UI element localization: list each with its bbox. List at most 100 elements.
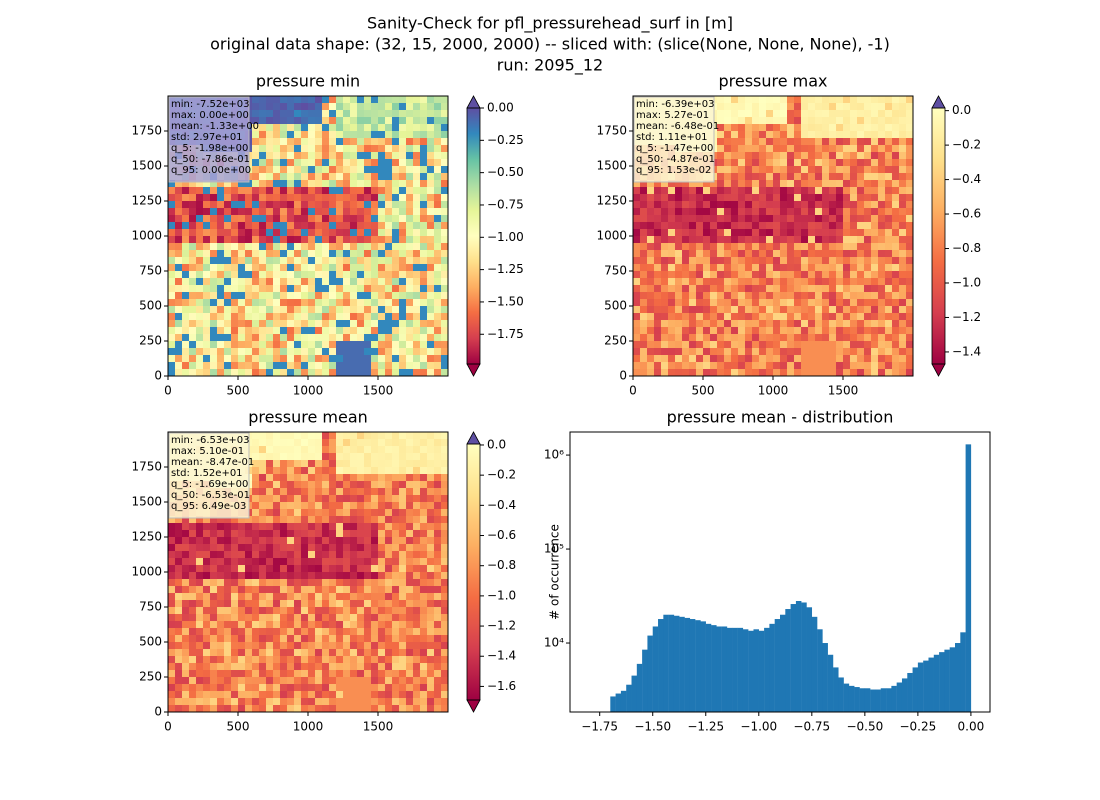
heatmap-cell	[836, 306, 844, 314]
heatmap-cell	[808, 215, 816, 223]
heatmap-cell	[301, 215, 309, 223]
heatmap-cell	[850, 124, 858, 132]
heatmap-cell	[357, 677, 365, 685]
heatmap-cell	[808, 334, 816, 342]
heatmap-cell	[829, 369, 837, 377]
heatmap-cell	[399, 677, 407, 685]
heatmap-cell	[238, 271, 246, 279]
heatmap-cell	[864, 229, 872, 237]
heatmap-cell	[231, 705, 239, 713]
heatmap-cell	[780, 229, 788, 237]
heatmap-cell	[294, 572, 302, 580]
heatmap-cell	[273, 663, 281, 671]
heatmap-cell	[301, 565, 309, 573]
heatmap-cell	[427, 460, 435, 468]
heatmap-cell	[322, 614, 330, 622]
heatmap-cell	[385, 474, 393, 482]
heatmap-cell	[231, 348, 239, 356]
heatmap-cell	[766, 348, 774, 356]
heatmap-cell	[427, 691, 435, 699]
heatmap-cell	[182, 607, 190, 615]
heatmap-cell	[357, 117, 365, 125]
heatmap-cell	[682, 222, 690, 230]
heatmap-cell	[315, 523, 323, 531]
heatmap-cell	[196, 691, 204, 699]
heatmap-cell	[315, 432, 323, 440]
heatmap-cell	[287, 684, 295, 692]
heatmap-cell	[238, 285, 246, 293]
heatmap-cell	[273, 313, 281, 321]
heatmap-cell	[315, 257, 323, 265]
heatmap-cell	[385, 439, 393, 447]
heatmap-cell	[259, 173, 267, 181]
heatmap-cell	[878, 285, 886, 293]
colorbar-tick-label: −0.6	[952, 207, 981, 221]
heatmap-cell	[322, 649, 330, 657]
heatmap-cell	[434, 691, 442, 699]
heatmap-cell	[182, 250, 190, 258]
heatmap-cell	[801, 117, 809, 125]
heatmap-cell	[441, 313, 449, 321]
heatmap-cell	[224, 628, 232, 636]
heatmap-cell	[378, 558, 386, 566]
heatmap-cell	[224, 642, 232, 650]
heatmap-cell	[329, 488, 337, 496]
heatmap-cell	[668, 348, 676, 356]
heatmap-cell	[836, 124, 844, 132]
heatmap-cell	[780, 264, 788, 272]
heatmap-cell	[745, 257, 753, 265]
heatmap-cell	[294, 649, 302, 657]
heatmap-cell	[413, 439, 421, 447]
heatmap-cell	[434, 299, 442, 307]
heatmap-cell	[420, 131, 428, 139]
heatmap-cell	[210, 621, 218, 629]
heatmap-cell	[175, 222, 183, 230]
heatmap-cell	[280, 453, 288, 461]
heatmap-cell	[336, 320, 344, 328]
heatmap-cell	[427, 537, 435, 545]
heatmap-cell	[322, 502, 330, 510]
heatmap-cell	[738, 222, 746, 230]
heatmap-cell	[682, 208, 690, 216]
heatmap-cell	[647, 278, 655, 286]
heatmap-cell	[224, 201, 232, 209]
heatmap-cell	[843, 215, 851, 223]
heatmap-cell	[738, 166, 746, 174]
heatmap-cell	[329, 642, 337, 650]
heatmap-cell	[350, 446, 358, 454]
heatmap-cell	[808, 243, 816, 251]
heatmap-cell	[350, 453, 358, 461]
heatmap-cell	[224, 635, 232, 643]
heatmap-cell	[364, 670, 372, 678]
heatmap-cell	[427, 110, 435, 118]
heatmap-cell	[766, 285, 774, 293]
heatmap-cell	[168, 544, 176, 552]
heatmap-cell	[280, 229, 288, 237]
heatmap-cell	[280, 341, 288, 349]
histogram-bar	[610, 696, 616, 712]
heatmap-cell	[654, 215, 662, 223]
heatmap-cell	[427, 348, 435, 356]
heatmap-cell	[350, 159, 358, 167]
heatmap-cell	[822, 215, 830, 223]
heatmap-cell	[238, 663, 246, 671]
heatmap-cell	[899, 124, 907, 132]
heatmap-cell	[385, 691, 393, 699]
heatmap-cell	[794, 341, 802, 349]
heatmap-cell	[378, 243, 386, 251]
heatmap-cell	[189, 355, 197, 363]
heatmap-cell	[399, 635, 407, 643]
heatmap-cell	[343, 292, 351, 300]
heatmap-cell	[843, 138, 851, 146]
heatmap-cell	[343, 488, 351, 496]
heatmap-cell	[759, 292, 767, 300]
heatmap-cell	[661, 250, 669, 258]
heatmap-cell	[196, 327, 204, 335]
colorbar-frame	[466, 107, 481, 365]
heatmap-cell	[350, 572, 358, 580]
heatmap-cell	[301, 166, 309, 174]
heatmap-cell	[717, 264, 725, 272]
heatmap-cell	[371, 152, 379, 160]
heatmap-cell	[385, 635, 393, 643]
heatmap-cell	[238, 579, 246, 587]
